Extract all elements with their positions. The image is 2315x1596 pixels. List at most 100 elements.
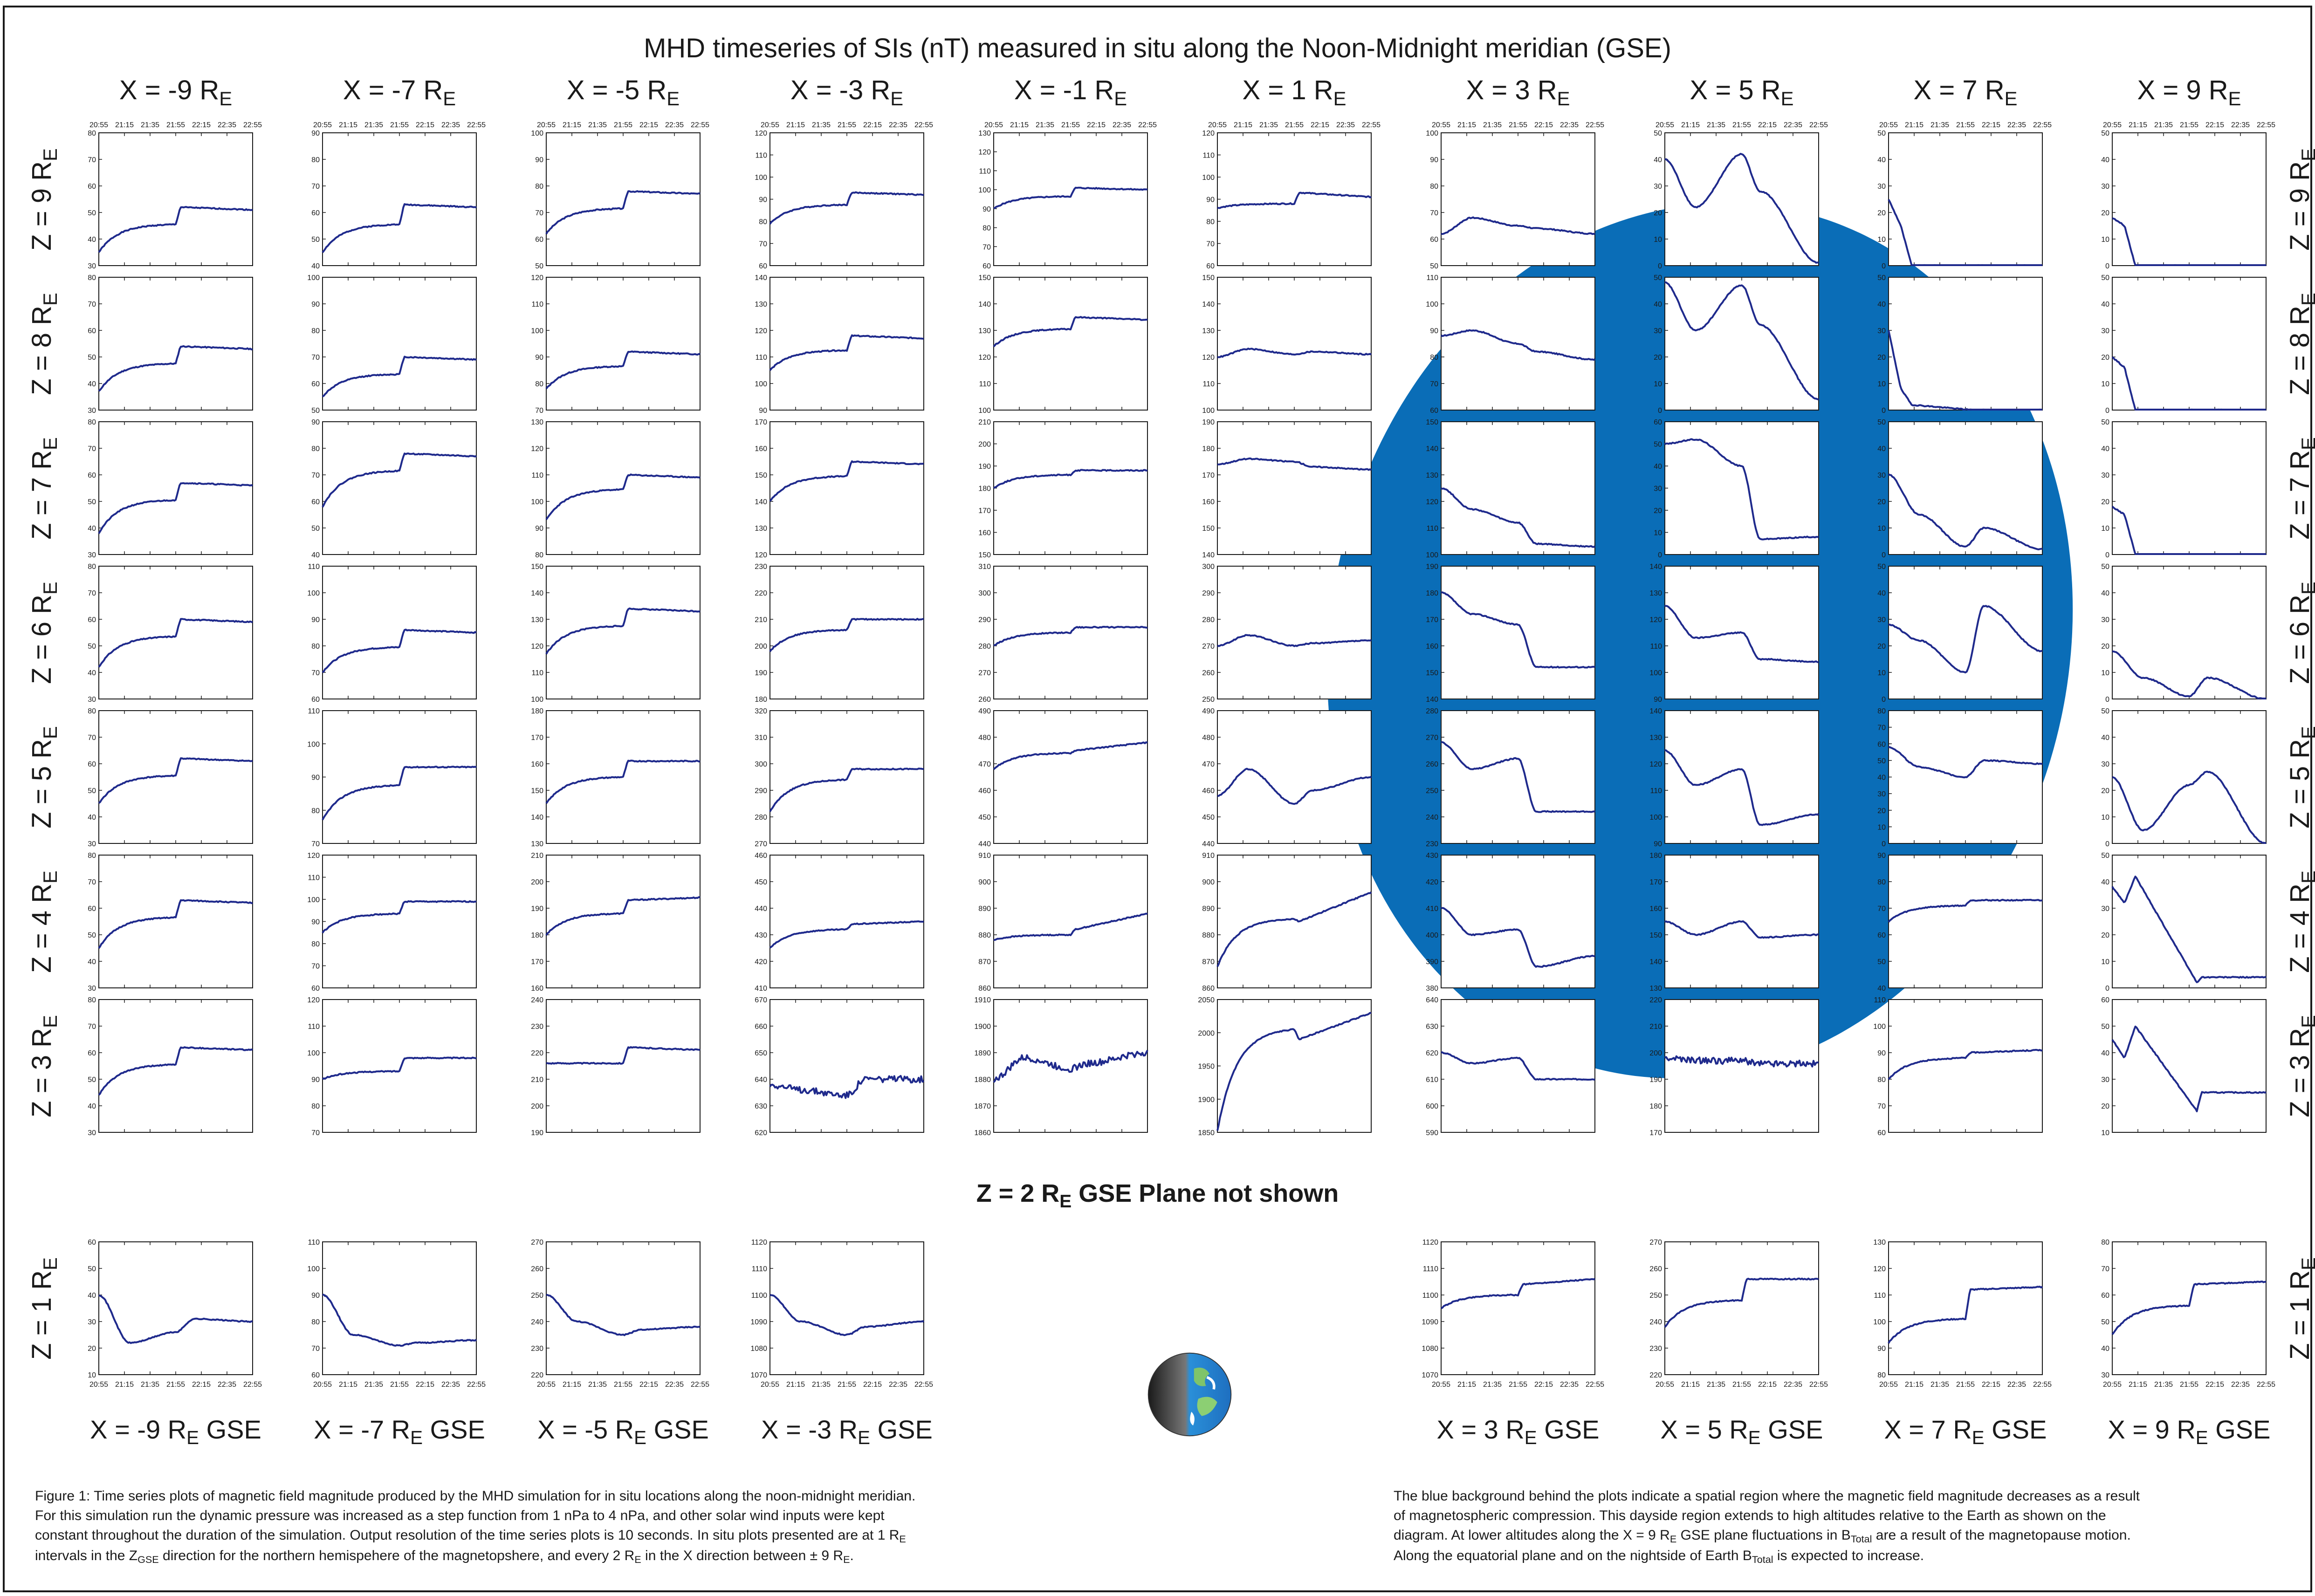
x-tick-label: 21:15	[563, 121, 581, 129]
y-tick-label: 40	[2101, 1049, 2109, 1057]
y-tick-label: 280	[978, 643, 991, 651]
x-tick-label: 21:35	[812, 121, 831, 129]
y-tick-label: 60	[311, 696, 320, 704]
panel-frame	[1888, 999, 2043, 1133]
y-tick-label: 120	[978, 354, 991, 362]
y-tick-label: 40	[1654, 156, 1662, 164]
y-tick-label: 860	[1202, 985, 1215, 993]
y-tick-label: 80	[1877, 1371, 1886, 1379]
series-line	[1217, 767, 1372, 805]
x-tick-label: 20:55	[89, 1381, 108, 1389]
y-tick-label: 220	[531, 1049, 543, 1057]
y-tick-label: 90	[759, 196, 767, 204]
y-tick-label: 0	[1658, 262, 1662, 270]
panel-frame	[98, 710, 253, 844]
panel-frame	[546, 1241, 701, 1375]
y-tick-label: 60	[1877, 932, 1886, 939]
y-tick-label: 70	[2101, 1265, 2109, 1273]
y-tick-label: 30	[2101, 327, 2109, 335]
x-tick-label: 22:35	[218, 121, 236, 129]
y-tick-label: 270	[978, 669, 991, 677]
series-line	[322, 203, 477, 253]
series-line	[1888, 473, 2043, 550]
x-tick-label: 20:55	[2103, 121, 2122, 129]
timeseries-panel: 110 100 90 80 70 60	[1426, 274, 1595, 415]
y-tick-label: 610	[1426, 1076, 1438, 1084]
y-tick-label: 100	[307, 740, 320, 748]
y-tick-label: 170	[1426, 616, 1438, 624]
y-tick-label: 190	[1202, 418, 1215, 426]
y-tick-label: 170	[755, 418, 767, 426]
x-tick-label: 21:35	[1259, 121, 1278, 129]
y-tick-label: 440	[1202, 840, 1215, 848]
y-tick-label: 50	[88, 498, 96, 506]
y-tick-label: 70	[311, 1129, 320, 1137]
y-tick-label: 180	[755, 696, 767, 704]
y-tick-label: 10	[2101, 380, 2109, 388]
x-tick-label: 22:35	[1560, 1381, 1579, 1389]
y-tick-label: 220	[531, 1371, 543, 1379]
y-tick-label: 270	[1202, 643, 1215, 651]
row-label-right: Z = 7 RE	[2285, 437, 2315, 540]
y-tick-label: 60	[88, 905, 96, 913]
y-tick-label: 120	[1202, 354, 1215, 362]
y-tick-label: 1850	[1198, 1129, 1215, 1137]
y-tick-label: 150	[755, 472, 767, 479]
y-tick-label: 40	[1654, 463, 1662, 471]
x-tick-label: 21:15	[1905, 121, 1923, 129]
y-tick-label: 50	[1654, 274, 1662, 282]
y-tick-label: 120	[755, 551, 767, 559]
x-tick-label: 21:55	[1509, 121, 1527, 129]
y-tick-label: 10	[2101, 525, 2109, 533]
y-tick-label: 100	[531, 327, 543, 335]
row-label-right: Z = 8 RE	[2285, 293, 2315, 395]
y-tick-label: 80	[1430, 183, 1438, 191]
y-tick-label: 30	[88, 1318, 96, 1326]
panel-frame	[1441, 855, 1595, 988]
y-tick-label: 30	[2101, 616, 2109, 624]
y-tick-label: 250	[1426, 787, 1438, 795]
y-tick-label: 120	[307, 852, 320, 860]
y-tick-label: 10	[88, 1371, 96, 1379]
y-tick-label: 20	[1654, 507, 1662, 515]
x-tick-label: 21:15	[1457, 1381, 1476, 1389]
x-tick-label: 22:55	[2033, 121, 2052, 129]
x-tick-label: 21:55	[1956, 121, 1975, 129]
panel-frame	[98, 566, 253, 699]
y-tick-label: 480	[978, 734, 991, 742]
timeseries-panel: 80 70 60 50 40 30 20:55 21:15 21:35 21:55 22:15 22:…	[88, 121, 262, 270]
y-tick-label: 20	[1877, 643, 1886, 651]
x-tick-label: 21:15	[115, 121, 134, 129]
y-tick-label: 70	[88, 301, 96, 308]
y-tick-label: 160	[531, 985, 543, 993]
panel-frame	[1664, 277, 1819, 411]
y-tick-label: 230	[755, 563, 767, 571]
y-tick-label: 140	[1649, 958, 1662, 966]
series-line	[1888, 330, 2042, 411]
y-tick-label: 290	[755, 787, 767, 795]
y-tick-label: 50	[2101, 1318, 2109, 1326]
series-line	[1888, 746, 2043, 779]
column-footer: X = -3 RE GSE	[761, 1415, 933, 1449]
timeseries-panel: 50 40 30 20 10 0 20:55 21:15 21:35 21:55 22:15 22:3…	[1877, 121, 2052, 270]
panel-frame	[1888, 132, 2043, 266]
x-tick-label: 21:35	[588, 1381, 607, 1389]
panel-frame	[98, 1241, 253, 1375]
y-tick-label: 890	[1202, 905, 1215, 913]
y-tick-label: 80	[1877, 878, 1886, 886]
y-tick-label: 80	[1877, 707, 1886, 715]
y-tick-label: 40	[311, 262, 320, 270]
panel-frame	[2112, 855, 2267, 988]
y-tick-label: 20	[1877, 209, 1886, 217]
x-tick-label: 21:35	[1930, 121, 1949, 129]
y-tick-label: 40	[2101, 445, 2109, 453]
y-tick-label: 100	[307, 896, 320, 904]
x-tick-label: 22:15	[416, 121, 434, 129]
y-tick-label: 20	[2101, 498, 2109, 506]
timeseries-panel: 100 90 80 70 60 50	[307, 274, 477, 415]
panel-frame	[769, 855, 924, 988]
y-tick-label: 140	[978, 301, 991, 308]
series-line	[545, 607, 701, 655]
y-tick-label: 110	[979, 167, 991, 175]
y-tick-label: 30	[2101, 905, 2109, 913]
